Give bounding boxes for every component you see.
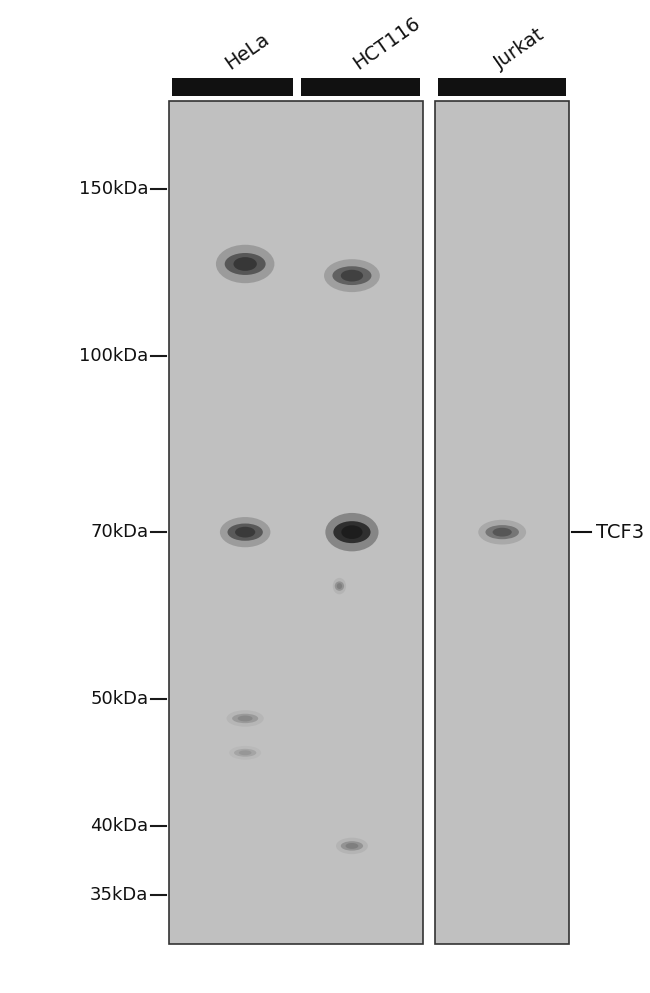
Bar	[438, 78, 566, 95]
Ellipse shape	[233, 257, 257, 271]
Ellipse shape	[346, 843, 358, 849]
Ellipse shape	[225, 253, 266, 275]
Text: TCF3: TCF3	[596, 522, 644, 541]
Ellipse shape	[239, 751, 252, 756]
Ellipse shape	[229, 746, 261, 760]
Ellipse shape	[324, 259, 380, 292]
Ellipse shape	[234, 749, 256, 757]
Ellipse shape	[238, 716, 253, 721]
Ellipse shape	[235, 526, 255, 537]
Ellipse shape	[333, 578, 346, 595]
Text: HeLa: HeLa	[222, 30, 273, 73]
Bar	[172, 78, 293, 95]
Ellipse shape	[332, 266, 372, 285]
Text: HCT116: HCT116	[350, 13, 424, 73]
Bar	[301, 78, 420, 95]
Ellipse shape	[341, 270, 363, 282]
Ellipse shape	[333, 521, 370, 543]
Ellipse shape	[220, 517, 270, 547]
Ellipse shape	[341, 525, 363, 539]
Text: 100kDa: 100kDa	[79, 347, 148, 364]
Ellipse shape	[336, 838, 368, 854]
Ellipse shape	[478, 519, 526, 544]
Ellipse shape	[335, 581, 344, 591]
Text: 150kDa: 150kDa	[79, 180, 148, 198]
Text: Jurkat: Jurkat	[491, 25, 549, 73]
Ellipse shape	[341, 841, 363, 851]
Ellipse shape	[493, 527, 512, 536]
Text: 35kDa: 35kDa	[90, 886, 148, 904]
Ellipse shape	[227, 523, 263, 541]
Bar	[435, 100, 569, 944]
Ellipse shape	[337, 583, 342, 589]
Text: 40kDa: 40kDa	[90, 817, 148, 835]
Bar	[169, 100, 423, 944]
Ellipse shape	[326, 513, 378, 551]
Text: 70kDa: 70kDa	[90, 523, 148, 541]
Text: 50kDa: 50kDa	[90, 690, 148, 708]
Ellipse shape	[216, 244, 274, 283]
Ellipse shape	[232, 714, 258, 723]
Ellipse shape	[227, 710, 264, 727]
Ellipse shape	[486, 525, 519, 539]
